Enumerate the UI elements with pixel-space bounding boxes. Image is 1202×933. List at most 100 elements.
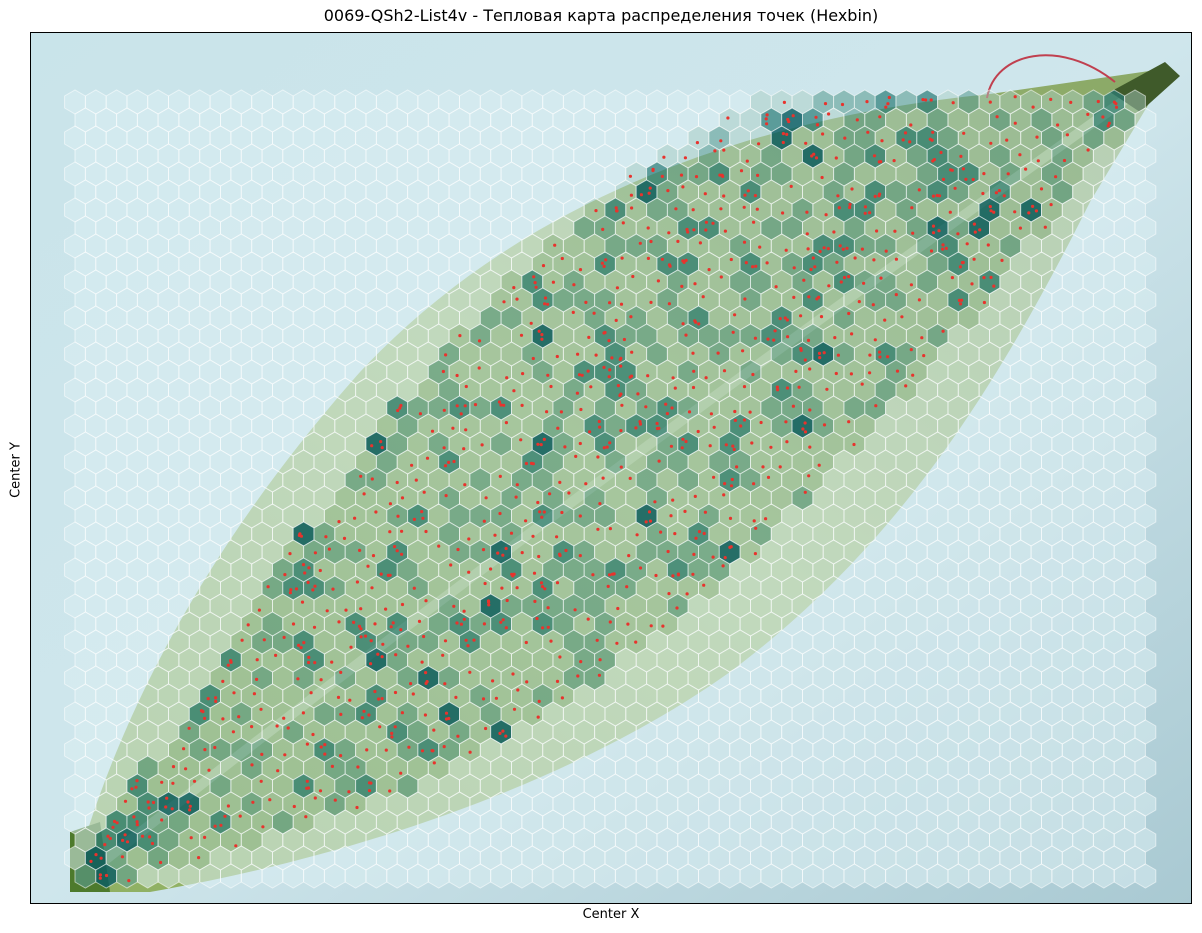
scatter-point [359, 474, 363, 478]
scatter-point [366, 564, 370, 568]
scatter-point [794, 369, 798, 373]
scatter-point [207, 768, 211, 772]
scatter-point [560, 696, 565, 700]
scatter-point [159, 860, 163, 865]
scatter-point [813, 265, 817, 269]
scatter-point [681, 185, 685, 189]
scatter-point [333, 798, 337, 802]
scatter-point [619, 302, 624, 306]
scatter-point [390, 735, 394, 739]
scatter-point [964, 177, 968, 181]
scatter-point [826, 247, 830, 251]
scatter-point [268, 798, 272, 802]
scatter-point [875, 229, 879, 233]
scatter-point [619, 392, 623, 396]
scatter-point [657, 426, 661, 430]
scatter-point [134, 785, 138, 789]
scatter-point [540, 585, 545, 589]
scatter-point [978, 228, 982, 232]
scatter-point [300, 600, 305, 604]
scatter-point [958, 265, 963, 269]
scatter-point [712, 475, 716, 479]
scatter-point [607, 573, 612, 577]
scatter-point [784, 420, 788, 424]
scatter-point [140, 834, 145, 838]
scatter-point [327, 547, 331, 551]
scatter-point [311, 732, 315, 737]
scatter-point [929, 98, 933, 102]
scatter-point [803, 358, 807, 362]
scatter-point [666, 549, 670, 554]
scatter-point [384, 748, 388, 752]
scatter-point [536, 442, 540, 446]
scatter-point [319, 678, 323, 682]
scatter-point [386, 573, 390, 578]
scatter-point [378, 725, 382, 729]
scatter-point [671, 498, 675, 502]
scatter-point [447, 716, 451, 721]
scatter-point [929, 249, 934, 253]
scatter-point [971, 177, 975, 182]
scatter-point [556, 426, 560, 430]
scatter-point [935, 193, 939, 198]
scatter-point [654, 573, 658, 578]
scatter-point [214, 699, 218, 704]
scatter-point [501, 618, 505, 622]
scatter-point [452, 459, 456, 464]
scatter-point [1005, 138, 1009, 142]
scatter-point [391, 621, 395, 625]
scatter-point [182, 747, 186, 751]
scatter-point [231, 730, 235, 734]
scatter-point [336, 695, 341, 700]
scatter-point [708, 444, 712, 448]
scatter-point [667, 302, 672, 306]
scatter-point [904, 384, 908, 388]
scatter-point [481, 548, 486, 552]
scatter-point [862, 281, 866, 285]
scatter-point [635, 533, 639, 537]
scatter-point [825, 387, 829, 391]
scatter-point [560, 510, 564, 515]
scatter-point [505, 598, 509, 603]
scatter-point [892, 159, 896, 163]
scatter-point [1062, 158, 1067, 163]
scatter-point [456, 547, 460, 552]
scatter-point [799, 347, 803, 351]
scatter-point [186, 800, 190, 804]
scatter-point [437, 544, 441, 548]
scatter-point [728, 545, 732, 550]
scatter-point [988, 100, 992, 104]
scatter-point [807, 295, 811, 299]
scatter-point [380, 697, 384, 701]
scatter-point [994, 191, 999, 195]
scatter-point [620, 403, 624, 407]
scatter-point [307, 655, 311, 660]
scatter-point [598, 425, 602, 429]
scatter-point [814, 115, 818, 119]
scatter-point [432, 761, 436, 765]
scatter-point [997, 189, 1002, 193]
scatter-point [753, 336, 758, 340]
scatter-point [425, 456, 430, 460]
scatter-point [369, 662, 373, 666]
scatter-point [872, 258, 876, 262]
scatter-point [94, 853, 98, 857]
scatter-point [543, 587, 547, 591]
scatter-point [539, 581, 544, 585]
scatter-point [250, 725, 254, 729]
scatter-point [393, 545, 397, 549]
scatter-point [931, 194, 936, 198]
scatter-point [572, 283, 576, 287]
scatter-point [873, 338, 877, 342]
scatter-point [499, 403, 503, 407]
scatter-point [679, 173, 684, 177]
scatter-point [184, 767, 188, 771]
scatter-point [601, 476, 605, 480]
scatter-point [358, 548, 362, 553]
scatter-point [548, 492, 552, 496]
scatter-point [223, 814, 227, 818]
scatter-point [531, 462, 535, 466]
scatter-point [555, 679, 560, 684]
scatter-point [857, 300, 861, 304]
scatter-point [848, 202, 852, 206]
